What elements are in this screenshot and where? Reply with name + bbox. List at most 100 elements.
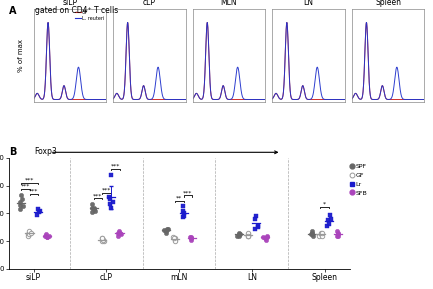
- Point: [25, 233, 32, 238]
- Point: [44, 235, 51, 239]
- Point: [19, 204, 26, 209]
- Text: *: *: [323, 201, 326, 206]
- Point: [162, 230, 169, 235]
- Text: ***: ***: [102, 188, 111, 192]
- Point: [106, 194, 113, 199]
- Point: [16, 200, 23, 205]
- Point: [333, 229, 340, 234]
- Point: [161, 228, 168, 232]
- Point: [236, 232, 243, 236]
- Point: [252, 226, 259, 231]
- Point: [309, 229, 316, 234]
- Point: [181, 211, 187, 216]
- Point: [107, 172, 114, 177]
- Point: [33, 212, 40, 217]
- Point: [25, 232, 32, 236]
- Point: [245, 233, 252, 238]
- Point: [19, 197, 26, 202]
- Text: ***: ***: [25, 178, 34, 183]
- Point: [180, 215, 187, 220]
- Point: [254, 225, 261, 229]
- Point: [334, 230, 341, 235]
- Title: Spleen: Spleen: [375, 0, 401, 7]
- Point: [262, 236, 269, 241]
- Text: % of max: % of max: [18, 39, 24, 72]
- Point: [335, 232, 342, 236]
- Point: [309, 230, 316, 235]
- Point: [244, 232, 251, 236]
- Text: A: A: [9, 6, 16, 16]
- Point: [244, 233, 251, 238]
- Point: [307, 232, 314, 236]
- Point: [180, 208, 187, 213]
- Legend: SPF, GF, Lr, SFB: SPF, GF, Lr, SFB: [349, 163, 368, 196]
- Title: MLN: MLN: [221, 0, 237, 7]
- Point: [91, 208, 98, 213]
- Point: [245, 230, 252, 235]
- Point: [318, 233, 325, 238]
- Text: B: B: [9, 147, 16, 158]
- Text: ***: ***: [20, 184, 30, 188]
- Point: [42, 232, 49, 236]
- Point: [115, 233, 122, 238]
- Text: ***: ***: [110, 164, 120, 169]
- Point: [235, 233, 242, 238]
- Point: [326, 212, 333, 217]
- Point: [116, 230, 123, 235]
- Point: [25, 232, 32, 236]
- Point: [236, 230, 242, 235]
- Point: [310, 233, 317, 238]
- Point: [16, 203, 23, 207]
- Title: siLP: siLP: [62, 0, 78, 7]
- Point: [110, 200, 116, 205]
- Text: **: **: [176, 196, 182, 201]
- Point: [262, 237, 269, 242]
- Point: [263, 233, 270, 238]
- Point: [308, 232, 315, 236]
- Point: [106, 201, 113, 206]
- Point: [17, 207, 24, 212]
- Point: [172, 236, 179, 241]
- Point: [171, 239, 178, 243]
- Point: [42, 233, 48, 238]
- Point: [118, 232, 125, 236]
- Point: [181, 214, 187, 218]
- Text: ***: ***: [29, 189, 39, 194]
- Point: [28, 230, 35, 235]
- Text: ***: ***: [183, 190, 193, 195]
- Point: [26, 229, 32, 234]
- Point: [328, 216, 335, 221]
- Title: cLP: cLP: [143, 0, 156, 7]
- Title: LN: LN: [304, 0, 313, 7]
- Point: [170, 235, 177, 239]
- Point: [107, 205, 114, 210]
- Point: [45, 233, 52, 238]
- Point: [99, 237, 106, 242]
- Point: [252, 214, 259, 218]
- Point: [325, 222, 332, 227]
- Point: [260, 235, 267, 239]
- Point: [244, 233, 251, 238]
- Point: [180, 204, 187, 209]
- Text: ***: ***: [93, 193, 103, 198]
- Point: [99, 236, 106, 241]
- Point: [90, 205, 97, 210]
- Point: [188, 235, 195, 239]
- Point: [188, 237, 195, 242]
- Point: [99, 236, 106, 241]
- Point: [254, 223, 261, 228]
- Point: [335, 233, 342, 238]
- Point: [100, 239, 107, 243]
- Point: [98, 239, 105, 243]
- Point: [318, 230, 325, 235]
- Point: [26, 230, 33, 235]
- Point: [88, 210, 95, 214]
- Point: [235, 232, 242, 236]
- Point: [163, 226, 170, 231]
- Point: [263, 235, 270, 239]
- Point: [107, 197, 114, 202]
- Point: [99, 237, 106, 242]
- Point: [316, 233, 323, 238]
- Point: [187, 236, 194, 241]
- Text: gated on CD4⁺ T cells: gated on CD4⁺ T cells: [35, 6, 118, 15]
